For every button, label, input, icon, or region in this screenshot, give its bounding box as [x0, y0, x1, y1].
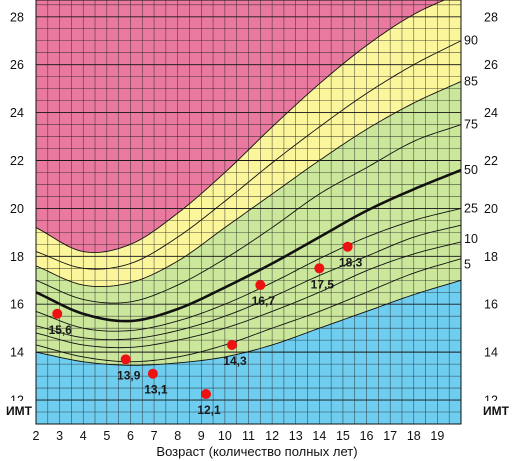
x-tick: 17 [383, 429, 397, 443]
data-point-label: 18,3 [339, 256, 363, 270]
percentile-label-5: 5 [464, 258, 471, 272]
x-tick: 15 [336, 429, 350, 443]
x-tick: 11 [242, 429, 255, 443]
percentile-curve-10 [35, 241, 462, 349]
y-tick-left: 22 [10, 154, 24, 168]
percentile-label-25: 25 [464, 201, 478, 215]
data-point [147, 368, 158, 379]
y-tick-left: 24 [10, 106, 24, 120]
x-tick: 10 [218, 429, 232, 443]
percentile-curve-90 [35, 40, 462, 270]
y-tick-left: 26 [10, 58, 24, 72]
percentile-label-90: 90 [464, 34, 478, 48]
percentile-curve-3 [35, 279, 462, 366]
x-tick: 12 [265, 429, 279, 443]
y-tick-right: 26 [484, 58, 498, 72]
y-tick-right: 14 [484, 346, 498, 360]
data-point-label: 15,6 [49, 323, 73, 337]
data-point [201, 389, 211, 400]
x-tick: 8 [174, 429, 181, 443]
y-tick-right: 22 [484, 154, 498, 168]
data-point-label: 12,1 [197, 403, 221, 417]
x-tick: 18 [407, 429, 421, 443]
y-tick-right: 18 [484, 250, 498, 264]
x-tick: 14 [312, 429, 326, 443]
percentile-curve-85 [35, 81, 462, 288]
y-tick-right: 24 [484, 106, 498, 120]
data-point [120, 354, 131, 365]
x-axis-title: Возраст (количество полных лет) [156, 444, 357, 459]
percentile-curve-5 [35, 258, 462, 363]
y-tick-left: 20 [10, 202, 24, 216]
data-point [255, 280, 266, 291]
x-tick: 9 [198, 429, 205, 443]
x-tick: 3 [56, 429, 63, 443]
data-point-label: 14,3 [223, 354, 247, 368]
y-tick-left: 28 [10, 10, 24, 24]
x-tick: 2 [33, 429, 40, 443]
data-point-label: 13,9 [117, 368, 141, 382]
percentile-label-10: 10 [464, 232, 478, 246]
y-tick-right: 16 [484, 298, 498, 312]
x-tick: 7 [151, 429, 158, 443]
y-tick-right: 28 [484, 10, 498, 24]
imt-right-bg [481, 401, 513, 419]
x-tick: 19 [430, 429, 444, 443]
percentile-curve-75 [35, 124, 462, 304]
x-tick: 13 [289, 429, 303, 443]
data-point-label: 17,5 [311, 277, 335, 291]
y-tick-left: 16 [10, 298, 24, 312]
x-tick: 6 [127, 429, 134, 443]
x-tick: 16 [360, 429, 374, 443]
y-axis-label-left: ИМТ [6, 404, 33, 418]
percentile-curve-25 [35, 207, 462, 332]
imt-left-bg [4, 401, 34, 419]
plot-border [35, 0, 462, 425]
percentile-label-50: 50 [464, 163, 478, 177]
data-point [52, 308, 63, 319]
x-tick: 5 [103, 429, 110, 443]
x-tick: 4 [80, 429, 87, 443]
percentile-curve-95 [35, 0, 446, 253]
percentile-label-75: 75 [464, 118, 478, 132]
y-tick-left: 18 [10, 250, 24, 264]
y-tick-left: 14 [10, 346, 24, 360]
percentile-label-85: 85 [464, 74, 478, 88]
data-point [314, 263, 325, 274]
percentile-curve-15 [35, 224, 462, 341]
data-point [342, 241, 353, 252]
data-point [226, 339, 237, 350]
data-point-label: 13,1 [144, 383, 168, 397]
percentile-curve-50 [35, 168, 462, 323]
y-axis-label-right: ИМТ [483, 404, 510, 418]
data-point-label: 16,7 [252, 294, 276, 308]
y-tick-right: 20 [484, 202, 498, 216]
